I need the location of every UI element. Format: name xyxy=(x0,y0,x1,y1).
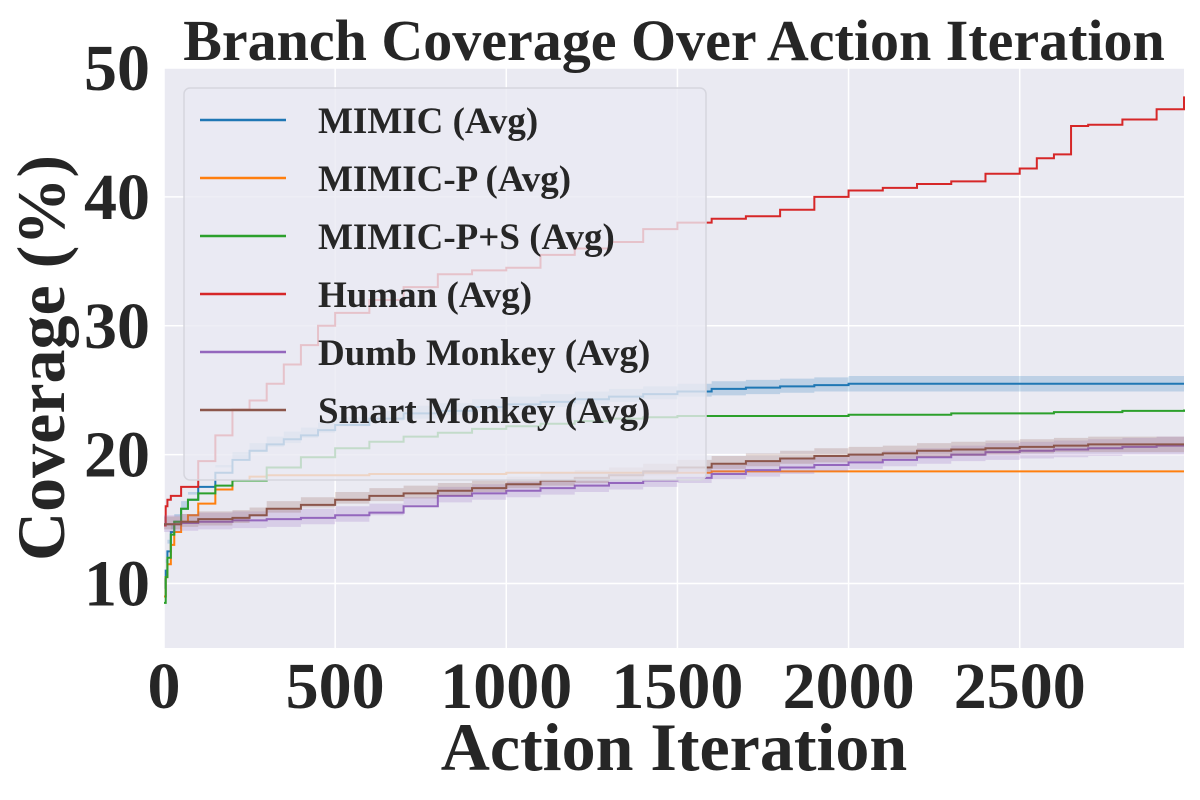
y-tick-label: 10 xyxy=(84,548,150,621)
y-tick-label: 50 xyxy=(84,32,150,105)
x-tick-label: 500 xyxy=(286,650,385,723)
y-tick-label: 30 xyxy=(84,290,150,363)
legend-label: MIMIC-P+S (Avg) xyxy=(318,217,615,258)
legend-box xyxy=(183,87,707,481)
x-tick-label: 2500 xyxy=(954,650,1086,723)
chart-legend: MIMIC (Avg) MIMIC-P (Avg) MIMIC-P+S (Avg) H… xyxy=(183,87,707,481)
chart-title: Branch Coverage Over Action Iteration xyxy=(183,8,1165,73)
x-tick-label: 1000 xyxy=(440,650,572,723)
legend-label: MIMIC (Avg) xyxy=(318,101,538,142)
series-band-4 xyxy=(164,436,1184,534)
y-tick-label: 40 xyxy=(84,161,150,234)
legend-label: Dumb Monkey (Avg) xyxy=(318,333,650,374)
x-tick-label: 1500 xyxy=(611,650,743,723)
legend-label: MIMIC-P (Avg) xyxy=(318,159,571,200)
x-tick-label: 2000 xyxy=(783,650,915,723)
legend-items: MIMIC (Avg) MIMIC-P (Avg) MIMIC-P+S (Avg) H… xyxy=(200,101,650,432)
legend-label: Smart Monkey (Avg) xyxy=(318,391,650,432)
y-axis-label: Coverage (%) xyxy=(3,155,79,561)
legend-label: Human (Avg) xyxy=(318,275,532,316)
tick-labels: 0 500 1000 1500 2000 2500 10 20 30 40 50 xyxy=(84,32,1086,723)
x-tick-label: 0 xyxy=(148,650,181,723)
y-tick-label: 20 xyxy=(84,419,150,492)
x-axis-label: Action Iteration xyxy=(441,709,907,785)
